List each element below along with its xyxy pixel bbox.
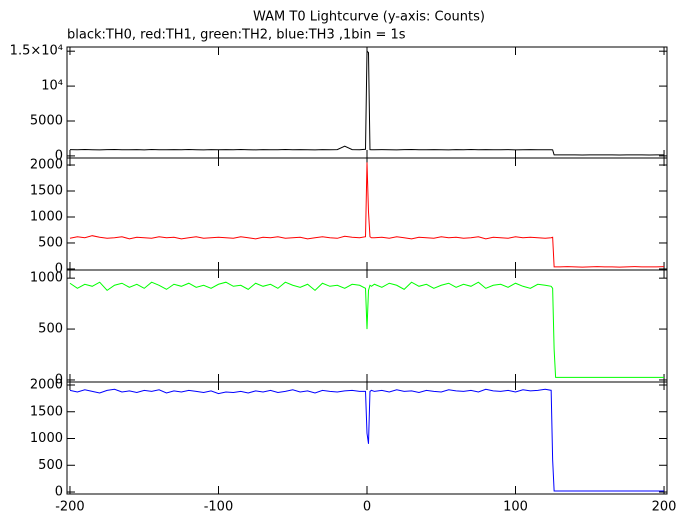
x-tick-label: -100 (204, 500, 234, 515)
x-tick-label: 0 (363, 500, 371, 515)
y-tick-label: 1000 (30, 271, 63, 286)
x-tick-label: 100 (503, 500, 528, 515)
x-tick-label: 200 (652, 500, 677, 515)
y-tick-label: 0 (55, 485, 63, 500)
y-tick-label: 0 (55, 372, 63, 387)
y-tick-label: 5000 (30, 114, 63, 129)
chart-subtitle: black:TH0, red:TH1, green:TH2, blue:TH3 … (67, 28, 406, 43)
y-tick-label: 2000 (30, 377, 63, 392)
y-tick-label: 10⁴ (41, 79, 63, 94)
series-line (69, 388, 665, 492)
y-tick-label: 2000 (30, 158, 63, 173)
y-tick-label: 0 (55, 261, 63, 276)
y-tick-label: 500 (38, 235, 63, 250)
y-tick-label: 0 (55, 148, 63, 163)
y-tick-label: 1000 (30, 209, 63, 224)
series-line (69, 281, 665, 378)
panel-frame (66, 381, 668, 495)
series-line (69, 50, 665, 156)
y-tick-label: 1500 (30, 184, 63, 199)
chart-title: WAM T0 Lightcurve (y-axis: Counts) (253, 10, 485, 25)
y-tick-label: 1500 (30, 404, 63, 419)
series-line (69, 162, 665, 268)
y-tick-label: 500 (38, 458, 63, 473)
y-tick-label: 1.5×10⁴ (10, 44, 63, 59)
y-tick-label: 1000 (30, 431, 63, 446)
y-tick-label: 500 (38, 322, 63, 337)
x-tick-label: -200 (55, 500, 85, 515)
